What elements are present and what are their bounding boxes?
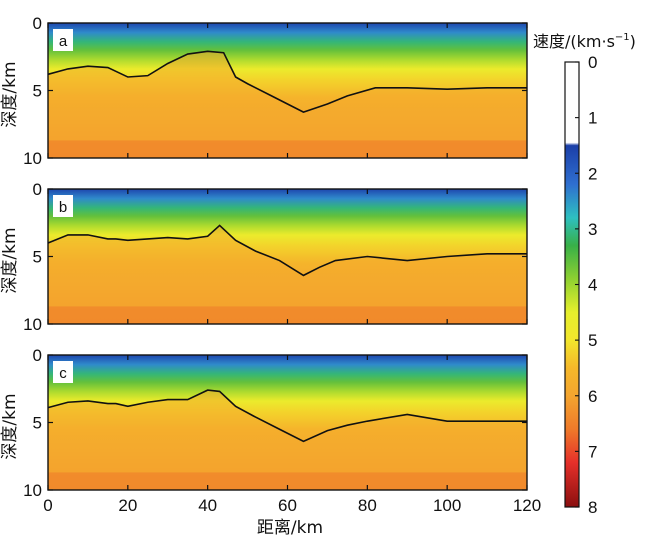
panel-b-y-axis-label: 深度/km: [0, 227, 20, 293]
panel-b-deep-band: [48, 306, 527, 324]
panel-c-label-box: [53, 361, 73, 383]
colorbar-ticks: [575, 61, 579, 508]
panel-c-ytick-5: 5: [33, 414, 42, 433]
colorbar-label-sup: −1: [615, 32, 630, 43]
colorbar-tick-8: 8: [588, 498, 597, 517]
panel-b-ticks: [47, 188, 528, 325]
panel-c-velocity-field: [48, 355, 527, 490]
colorbar-tick-labels: 0 1 2 3 4 5 6 7 8: [588, 53, 597, 517]
xtick-60: 60: [278, 496, 297, 515]
colorbar: 速度/(km·s−1) 0 1 2 3 4 5 6 7 8: [533, 32, 636, 517]
panel-b-ytick-10: 10: [23, 315, 42, 334]
panel-c-y-tick-labels: 0 5 10: [23, 346, 42, 500]
x-tick-labels: 0 20 40 60 80 100 120: [43, 496, 541, 515]
panel-a-ytick-0: 0: [33, 14, 42, 33]
colorbar-label-close: ): [630, 32, 636, 51]
colorbar-tick-6: 6: [588, 387, 597, 406]
colorbar-tick-0: 0: [588, 53, 597, 72]
panel-c-ytick-10: 10: [23, 481, 42, 500]
panel-a-y-axis-label: 深度/km: [0, 61, 20, 127]
panel-a-ytick-5: 5: [33, 82, 42, 101]
x-axis-label: 距离/km: [257, 518, 323, 538]
panel-c-deep-band: [48, 472, 527, 490]
panel-b-y-tick-labels: 0 5 10: [23, 180, 42, 334]
panel-a: a 0 5 10 深度/km: [0, 14, 528, 168]
panel-a-y-tick-labels: 0 5 10: [23, 14, 42, 168]
panel-a-deep-band: [48, 140, 527, 158]
panel-a-velocity-field: [48, 23, 527, 158]
panel-c-label: c: [59, 365, 67, 382]
colorbar-tick-3: 3: [588, 220, 597, 239]
colorbar-tick-2: 2: [588, 164, 597, 183]
panel-b: b 0 5 10 深度/km: [0, 180, 528, 334]
panel-b-label-box: [53, 195, 73, 217]
panel-b-interface-line: [47, 224, 527, 277]
colorbar-tick-5: 5: [588, 331, 597, 350]
panel-c-ytick-0: 0: [33, 346, 42, 365]
panel-a-label: a: [59, 33, 68, 50]
colorbar-tick-4: 4: [588, 276, 597, 295]
panel-c-y-axis-label: 深度/km: [0, 393, 20, 459]
panel-a-ticks: [47, 22, 528, 159]
panel-a-interface-line: [47, 50, 527, 113]
xtick-40: 40: [198, 496, 217, 515]
xtick-0: 0: [43, 496, 52, 515]
panel-c-ticks: [47, 354, 528, 491]
xtick-20: 20: [118, 496, 137, 515]
colorbar-label: 速度/(km·s−1): [533, 32, 636, 51]
xtick-100: 100: [433, 496, 461, 515]
panel-b-label: b: [59, 199, 67, 216]
panel-a-ytick-10: 10: [23, 149, 42, 168]
panel-c-interface-line: [47, 389, 527, 443]
panel-c: c 0 5 10 深度/km: [0, 346, 528, 500]
panel-a-label-box: [53, 29, 73, 51]
panel-b-ytick-0: 0: [33, 180, 42, 199]
colorbar-tick-1: 1: [588, 109, 597, 128]
xtick-80: 80: [358, 496, 377, 515]
colorbar-tick-7: 7: [588, 442, 597, 461]
panel-b-ytick-5: 5: [33, 248, 42, 267]
panel-b-crust-region: [48, 225, 527, 324]
colorbar-label-text: 速度/(km·s: [533, 32, 615, 51]
xtick-120: 120: [513, 496, 541, 515]
